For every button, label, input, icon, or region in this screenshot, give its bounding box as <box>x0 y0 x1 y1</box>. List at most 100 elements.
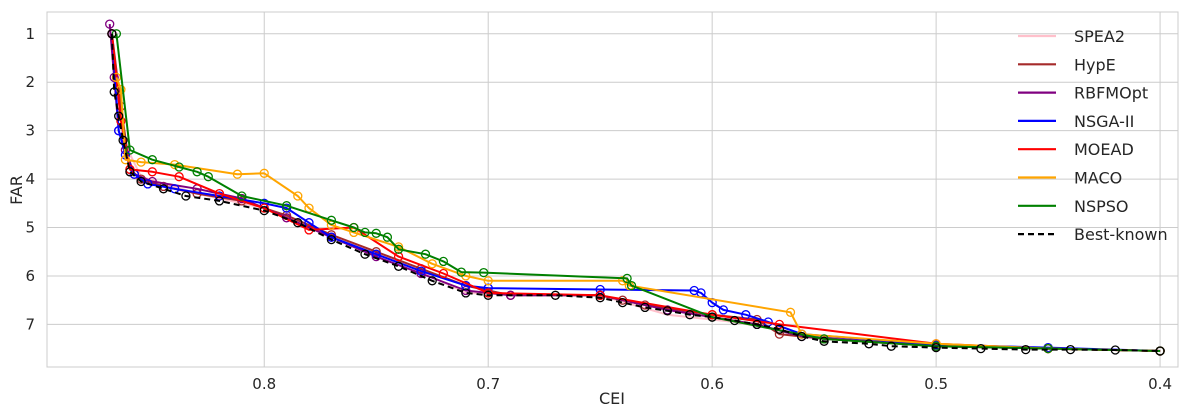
data-point <box>181 191 191 201</box>
data-point <box>479 267 489 278</box>
data-point <box>114 111 124 121</box>
data-point <box>136 157 146 167</box>
data-point <box>214 196 225 206</box>
x-tick-label: 0.7 <box>476 375 500 393</box>
data-point <box>259 203 269 213</box>
x-axis-ticks: 0.8 0.7 0.6 0.5 0.4 <box>252 375 1172 393</box>
data-point <box>707 312 717 322</box>
data-point <box>976 343 986 354</box>
legend-label: HypE <box>1074 55 1116 74</box>
legend: SPEA2 HypE RBFMOpt NSGA-II MOEAD MACO NSPSO Bes… <box>1018 27 1168 244</box>
legend-label: MACO <box>1074 169 1122 188</box>
data-point <box>456 267 466 277</box>
data-point <box>259 205 269 216</box>
data-point <box>125 167 135 177</box>
data-point <box>326 215 337 225</box>
data-point <box>595 290 605 300</box>
data-point <box>105 19 115 29</box>
legend-item: NSPSO <box>1018 197 1129 216</box>
y-axis-label: FAR <box>7 175 26 205</box>
series-best-known <box>107 29 1165 356</box>
data-point <box>259 168 269 178</box>
series-nspso <box>111 29 1165 356</box>
x-tick-label: 0.8 <box>252 375 276 393</box>
series-line <box>110 33 1161 352</box>
legend-item: MACO <box>1018 169 1122 188</box>
data-point <box>326 232 337 242</box>
legend-label: MOEAD <box>1074 140 1134 159</box>
data-point <box>125 164 135 175</box>
data-point <box>752 319 762 330</box>
legend-label: Best-known <box>1074 225 1168 244</box>
data-point <box>819 334 829 344</box>
data-point <box>640 302 650 313</box>
data-point <box>886 341 896 351</box>
series-line <box>115 77 1161 352</box>
data-point <box>685 310 695 320</box>
data-point <box>293 218 303 228</box>
data-point <box>393 244 404 254</box>
data-point <box>293 191 303 201</box>
data-point <box>111 72 122 83</box>
data-point <box>626 280 637 291</box>
data-point <box>174 162 184 172</box>
data-point <box>192 167 202 177</box>
y-tick-label: 2 <box>25 73 35 91</box>
x-tick-label: 0.6 <box>700 375 724 393</box>
y-tick-label: 1 <box>25 25 35 43</box>
data-point <box>393 251 404 262</box>
data-point <box>147 167 157 177</box>
data-point <box>438 256 449 267</box>
legend-item: MOEAD <box>1018 140 1134 159</box>
data-point <box>1110 345 1120 355</box>
y-tick-label: 5 <box>25 219 35 237</box>
data-point <box>622 273 632 284</box>
legend-item: RBFMOpt <box>1018 84 1148 103</box>
data-point <box>214 188 225 199</box>
legend-label: NSPSO <box>1074 197 1129 216</box>
data-point <box>147 155 157 165</box>
legend-label: SPEA2 <box>1074 27 1125 46</box>
data-point <box>203 172 213 182</box>
data-point <box>125 145 135 155</box>
y-axis-ticks: 1 2 3 4 5 6 7 <box>25 25 35 334</box>
data-point <box>595 293 605 303</box>
data-point <box>107 29 117 39</box>
data-point <box>483 290 493 300</box>
series-layer <box>105 19 1165 356</box>
data-point <box>617 297 628 308</box>
data-point <box>483 288 493 298</box>
y-tick-label: 7 <box>25 315 35 333</box>
data-point <box>729 315 740 326</box>
data-point <box>393 242 404 252</box>
legend-item: NSGA-II <box>1018 112 1134 131</box>
data-point <box>281 201 292 211</box>
data-point <box>1065 344 1076 355</box>
series-line <box>115 33 1161 352</box>
data-point <box>483 276 493 286</box>
data-point <box>120 155 131 165</box>
data-point <box>416 268 426 279</box>
data-point <box>819 336 829 346</box>
data-point <box>232 169 243 179</box>
data-point <box>438 268 449 279</box>
data-point <box>393 261 404 271</box>
data-point <box>718 305 729 315</box>
data-point <box>662 306 673 316</box>
legend-item: SPEA2 <box>1018 27 1125 46</box>
data-point <box>326 234 337 245</box>
legend-label: NSGA-II <box>1074 112 1134 131</box>
data-point <box>427 276 437 286</box>
x-tick-label: 0.4 <box>1148 375 1172 393</box>
legend-item: HypE <box>1018 55 1116 74</box>
y-tick-label: 4 <box>25 170 35 188</box>
data-point <box>109 87 119 97</box>
data-point <box>461 288 471 298</box>
y-tick-label: 3 <box>25 122 35 140</box>
data-point <box>931 342 941 353</box>
data-point <box>797 331 807 342</box>
data-point <box>785 307 796 317</box>
data-point <box>136 176 146 187</box>
legend-label: RBFMOpt <box>1074 84 1148 103</box>
